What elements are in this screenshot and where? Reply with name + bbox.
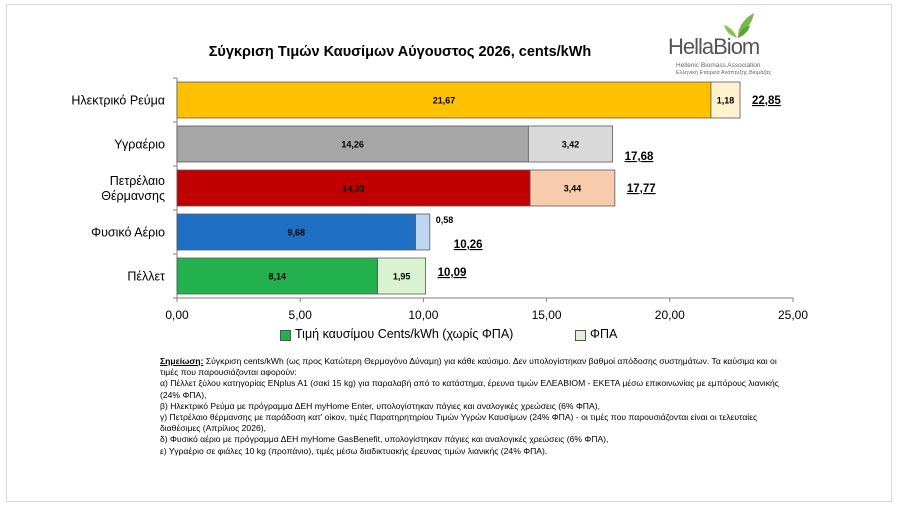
category-label-line: Ηλεκτρικό Ρεύμα <box>71 94 165 108</box>
note-item: β) Ηλεκτρικό Ρεύμα με πρόγραμμα ΔΕΗ myHo… <box>160 400 600 411</box>
data-label-price: 14,33 <box>342 184 365 194</box>
bar-vat <box>377 257 427 295</box>
legend-swatch-price <box>280 330 291 341</box>
x-tick-label: 25,00 <box>778 308 808 322</box>
bar-vat <box>415 213 431 251</box>
logo-line1: Hellenic Biomass Association <box>676 62 761 69</box>
data-label-vat: 1,95 <box>393 272 411 282</box>
chart-title: Σύγκριση Τιμών Καυσίμων Αύγουστος 2026, … <box>208 44 592 60</box>
bar-price <box>176 213 416 251</box>
category-label-line: Θέρμανσης <box>101 189 165 203</box>
legend-label-price: Τιμή καυσίμου Cents/kWh (χωρίς ΦΠΑ) <box>295 327 514 341</box>
stacked-bar-chart: 0,00 5,00 10,00 15,00 20,00 25,00 Ηλεκτρικό Ρε… <box>71 77 808 322</box>
bar-vat <box>529 169 616 207</box>
bar-price <box>176 125 529 163</box>
notes-intro-text: Σύγκριση cents/kWh (ως προς Κατώτερη Θερ… <box>160 356 777 378</box>
data-label-price: 9,68 <box>287 228 305 238</box>
x-tick-label: 20,00 <box>655 308 685 322</box>
notes-label: Σημείωση: <box>160 356 204 366</box>
notes-block: Σημείωση: Σύγκριση cents/kWh (ως προς Κα… <box>160 356 790 457</box>
data-label-vat: 0,58 <box>436 215 454 225</box>
x-tick-label: 5,00 <box>289 308 313 322</box>
note-item: ε) Υγραέριο σε φιάλες 10 kg (προπάνιο), … <box>160 445 548 456</box>
note-item: γ) Πετρέλαιο θέρμανσης με παράδοση κατ' … <box>160 412 758 434</box>
category-label: Φυσικό Αέριο <box>91 226 165 240</box>
total-label: 17,68 <box>625 151 654 163</box>
bar-vat <box>527 125 614 163</box>
bar-price <box>176 81 712 119</box>
total-label: 10,26 <box>454 239 483 251</box>
category-label: Πέλλετ <box>127 270 165 284</box>
legend-swatch-vat <box>575 330 586 341</box>
category-label-line: Πέλλετ <box>127 270 165 284</box>
data-label-price: 8,14 <box>269 272 287 282</box>
data-label-vat: 3,42 <box>562 140 580 150</box>
logo-name: HellaBiom <box>668 34 760 59</box>
bar-price <box>176 257 378 295</box>
data-label-vat: 1,18 <box>717 96 735 106</box>
legend: Τιμή καυσίμου Cents/kWh (χωρίς ΦΠΑ) ΦΠΑ <box>0 326 900 344</box>
total-label: 10,09 <box>438 267 467 279</box>
data-label-vat: 3,44 <box>564 184 582 194</box>
category-label: Υγραέριο <box>114 138 165 152</box>
total-label: 17,77 <box>627 183 656 195</box>
category-label-line: Φυσικό Αέριο <box>91 226 165 240</box>
data-label-price: 14,26 <box>341 140 364 150</box>
hellabiom-logo: HellaBiom Hellenic Biomass Association Ε… <box>668 10 778 76</box>
note-item: α) Πέλλετ ξύλου κατηγορίας ENplus A1 (σα… <box>160 378 779 400</box>
total-label: 22,85 <box>752 95 781 107</box>
legend-label-vat: ΦΠΑ <box>590 327 618 341</box>
leaf-icon <box>724 13 754 38</box>
notes-intro: Σημείωση: Σύγκριση cents/kWh (ως προς Κα… <box>160 356 790 378</box>
category-label: Ηλεκτρικό Ρεύμα <box>71 94 165 108</box>
data-label-price: 21,67 <box>433 96 456 106</box>
bar-price <box>176 169 531 207</box>
category-label: Πετρέλαιο Θέρμανσης <box>101 174 165 203</box>
x-tick-label: 15,00 <box>532 308 562 322</box>
category-label-line: Πετρέλαιο <box>110 174 165 188</box>
logo-line2: Ελληνική Εταιρεία Ανάπτυξης Βιομάζας <box>676 70 772 76</box>
bar-vat <box>710 81 741 119</box>
x-tick-label: 10,00 <box>408 308 438 322</box>
x-tick-label: 0,00 <box>165 308 189 322</box>
slide-frame <box>6 4 892 502</box>
category-label-line: Υγραέριο <box>114 138 165 152</box>
note-item: δ) Φυσικό αέριο με πρόγραμμα ΔΕΗ myHome … <box>160 434 609 445</box>
